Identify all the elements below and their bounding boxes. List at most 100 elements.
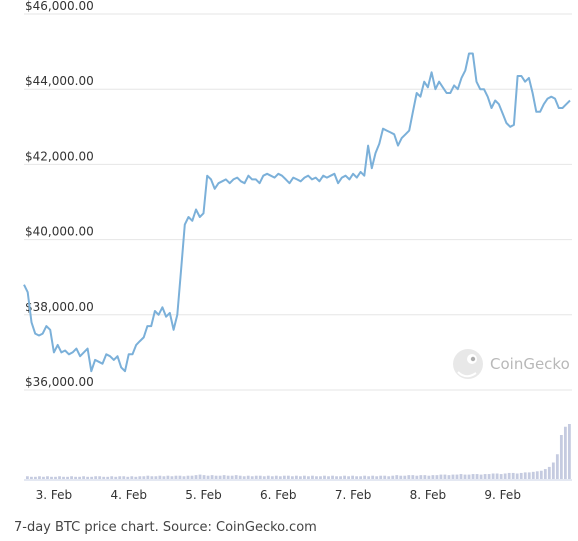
x-tick-label: 5. Feb (185, 488, 222, 502)
volume-bar (355, 476, 359, 479)
volume-bar (531, 471, 535, 479)
volume-bar (459, 474, 463, 479)
volume-bar (206, 475, 210, 479)
volume-bar (226, 475, 230, 479)
volume-bar (30, 476, 33, 479)
x-tick-label: 6. Feb (260, 488, 297, 502)
volume-bar (62, 476, 65, 479)
volume-bar (162, 476, 166, 479)
volume-bar (270, 476, 274, 479)
volume-bar (150, 476, 154, 479)
volume-bar (46, 476, 49, 479)
y-tick-label: $46,000.00 (25, 0, 94, 13)
volume-bar (74, 476, 77, 479)
volume-bar (395, 475, 399, 479)
volume-bar (258, 475, 262, 479)
volume-bar (467, 474, 471, 479)
y-tick-label: $36,000.00 (25, 375, 94, 389)
volume-bar (359, 476, 363, 479)
volume-bar (299, 476, 302, 479)
x-axis-tick-labels: 3. Feb 4. Feb 5. Feb 6. Feb 7. Feb 8. Feb 9. F… (36, 488, 521, 502)
volume-bar (34, 476, 37, 479)
volume-bar (274, 475, 278, 479)
volume-bar (118, 476, 122, 479)
volume-bar (214, 475, 218, 479)
volume-bar (555, 454, 559, 479)
volume-bar (262, 476, 266, 479)
volume-bar (190, 475, 194, 479)
volume-bar (403, 475, 407, 479)
volume-bar (242, 476, 246, 479)
volume-bar (146, 475, 150, 479)
volume-bar (154, 476, 158, 479)
volume-bar (339, 476, 342, 479)
volume-bar (54, 476, 57, 479)
grid-lines (24, 13, 572, 391)
volume-bar (507, 472, 511, 479)
volume-bar (86, 476, 90, 479)
volume-bar (170, 476, 174, 479)
volume-bar (551, 462, 555, 479)
volume-bar (82, 476, 86, 479)
volume-bar (351, 475, 355, 479)
volume-bar (282, 475, 286, 479)
volume-bar (423, 475, 427, 479)
volume-bar (126, 476, 130, 479)
volume-bar (78, 476, 82, 479)
volume-bar (166, 475, 170, 479)
volume-bar (455, 474, 459, 479)
y-tick-label: $38,000.00 (25, 300, 94, 314)
volume-bar (178, 475, 182, 479)
volume-bar (58, 476, 61, 479)
volume-bar (194, 475, 198, 479)
volume-bar (347, 476, 350, 479)
volume-bar (130, 476, 134, 479)
volume-bar (383, 475, 387, 479)
volume-bar (186, 475, 190, 479)
volume-bar (487, 474, 491, 479)
volume-bar (375, 476, 379, 479)
volume-bar (134, 476, 138, 479)
volume-bar (483, 474, 487, 479)
coingecko-watermark: CoinGecko (453, 349, 570, 379)
y-tick-label: $42,000.00 (25, 149, 94, 163)
volume-bar (527, 472, 531, 479)
volume-bar (230, 475, 234, 479)
y-tick-label: $44,000.00 (25, 74, 94, 88)
volume-bar (427, 475, 431, 479)
volume-bar (315, 476, 318, 479)
volume-bar (363, 475, 367, 479)
volume-bar (50, 476, 53, 479)
figure-caption: 7-day BTC price chart. Source: CoinGecko… (14, 520, 317, 535)
volume-bar (435, 475, 439, 479)
volume-bar (198, 474, 202, 479)
volume-bar (238, 475, 242, 479)
volume-bar (311, 475, 314, 479)
volume-bar (202, 475, 206, 479)
volume-bar (138, 476, 142, 479)
volume-bar (431, 475, 435, 479)
volume-bar (411, 475, 415, 479)
volume-bar (158, 475, 162, 479)
volume-bar (503, 473, 507, 479)
volume-bar (122, 476, 126, 479)
price-series-line (23, 52, 571, 373)
volume-bar (307, 476, 310, 479)
volume-bar (234, 475, 238, 479)
volume-bar (407, 475, 411, 479)
volume-bar (286, 475, 290, 479)
x-tick-label: 7. Feb (335, 488, 372, 502)
volume-bar (327, 476, 330, 479)
volume-bar (110, 476, 114, 479)
volume-bar (90, 476, 94, 479)
volume-bar (319, 476, 322, 479)
volume-bar (98, 476, 102, 479)
volume-bar (391, 475, 395, 479)
volume-bar (250, 476, 254, 479)
volume-bar (335, 476, 338, 479)
volume-bar (210, 475, 214, 479)
volume-bar (495, 473, 499, 479)
volume-bar (266, 475, 270, 479)
volume-bar (222, 475, 226, 479)
volume-bar (563, 426, 567, 479)
